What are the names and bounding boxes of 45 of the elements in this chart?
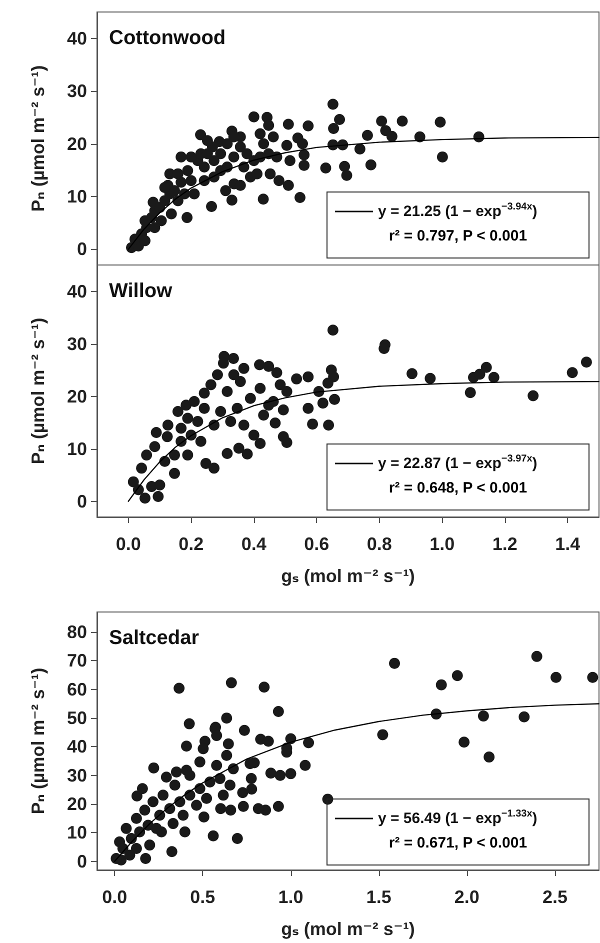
y-tick-label: 30	[66, 334, 87, 354]
y-tick-label: 20	[66, 386, 87, 406]
y-axis-title: Pₙ (µmol m⁻² s⁻¹)	[28, 65, 48, 212]
x-tick-label: 0.0	[102, 887, 128, 907]
y-tick-label: 20	[66, 794, 87, 814]
x-tick-label: 1.0	[430, 534, 455, 554]
x-tick-label: 1.2	[492, 534, 518, 554]
annotation: r² = 0.671, P < 0.001	[388, 834, 528, 852]
x-tick-label: 0.4	[241, 534, 266, 554]
y-tick-label: 60	[66, 679, 87, 700]
y-tick-label: 10	[66, 438, 87, 459]
y-tick-label: 0	[76, 491, 87, 512]
x-tick-label: 0.8	[366, 534, 392, 554]
x-tick-label: 0.5	[190, 887, 216, 907]
x-tick-label: 2.5	[542, 887, 568, 907]
x-axis-title: gₛ (mol m⁻² s⁻¹)	[281, 566, 415, 586]
y-tick-label: 0	[76, 239, 87, 260]
text: Cottonwood	[109, 27, 226, 49]
y-tick-label: 10	[66, 822, 87, 843]
y-tick-label: 40	[66, 28, 87, 48]
x-axis-title: gₛ (mol m⁻² s⁻¹)	[281, 919, 415, 939]
y-tick-label: 40	[66, 736, 87, 757]
y-tick-label: 30	[66, 765, 87, 786]
x-tick-label: 0.2	[178, 534, 204, 554]
y-tick-label: 0	[76, 851, 87, 872]
y-tick-label: 70	[66, 650, 87, 671]
y-tick-label: 40	[66, 281, 87, 302]
text: Saltcedar	[109, 627, 200, 649]
y-tick-label: 50	[66, 708, 87, 728]
y-axis-title: Pₙ (µmol m⁻² s⁻¹)	[28, 318, 48, 464]
y-tick-label: 10	[66, 186, 87, 206]
x-tick-label: 0.6	[304, 534, 330, 554]
annotation: r² = 0.648, P < 0.001	[388, 480, 528, 496]
x-tick-label: 2.0	[454, 887, 480, 907]
y-tick-label: 20	[66, 134, 87, 154]
line-series	[128, 380, 600, 502]
x-tick-label: 1.0	[278, 887, 304, 907]
y-tick-label: 30	[66, 81, 87, 102]
x-tick-label: 1.4	[555, 534, 580, 554]
x-tick-label: 1.5	[366, 887, 392, 907]
text: Willow	[109, 280, 173, 302]
y-axis-title: Pₙ (µmol m⁻² s⁻¹)	[28, 668, 48, 814]
annotation: r² = 0.797, P < 0.001	[388, 228, 528, 244]
y-tick-label: 80	[66, 622, 87, 642]
x-tick-label: 0.0	[116, 534, 141, 554]
